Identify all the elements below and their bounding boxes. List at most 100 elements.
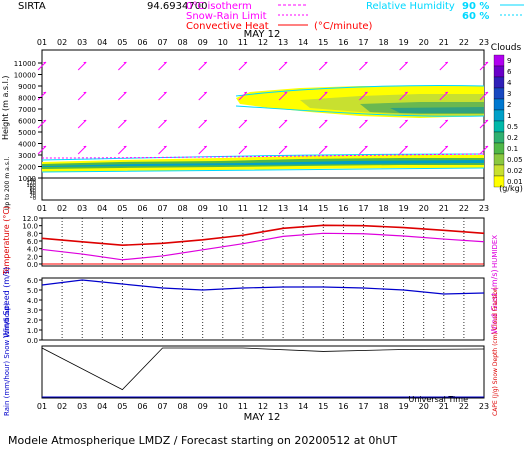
- hour-tick-label: 11: [238, 38, 248, 47]
- precip-line: [41, 347, 485, 391]
- hour-tick-label: 21: [439, 204, 449, 213]
- legend-snowrain-label: Snow-Rain Limit: [186, 11, 267, 22]
- cloud-ylabel2: Up to 200 m a.s.l.: [4, 157, 11, 210]
- legend-isotherm-label: 0°C isotherm: [186, 1, 252, 12]
- wind-arrow-head: [364, 146, 368, 148]
- colorbar-label: 0.01: [507, 178, 523, 186]
- hour-tick-label: 02: [57, 402, 67, 411]
- colorbar-label: 6: [507, 68, 512, 76]
- colorbar-cell: [493, 153, 505, 166]
- cloud-ytick-low-label: 100: [26, 183, 36, 189]
- colorbar-label: 0.2: [507, 134, 518, 142]
- hour-tick-label: 05: [117, 204, 127, 213]
- legend-rh90: 90 %: [462, 1, 489, 12]
- cloud-ytick-low-label: 120: [26, 181, 36, 187]
- wind-arrow-head: [364, 92, 368, 94]
- wind-arrow-head: [243, 120, 247, 122]
- wind-arrow-head: [243, 62, 247, 64]
- hour-tick-label: 20: [419, 38, 429, 47]
- colorbar-cell: [493, 65, 505, 78]
- cloud-colorbar: Clouds 9 6 4 3 2 1 0.5 0.2 0.1 0.05 0.02 0.01 (g/kg…: [491, 43, 523, 193]
- series-line: [41, 232, 485, 261]
- hour-tick-label: 12: [258, 204, 268, 213]
- cloud-ytick-label: 6000: [18, 118, 36, 126]
- wind-arrow-head: [123, 92, 127, 94]
- wind-ylabel: Wind Speed (m/s): [2, 267, 11, 338]
- wind-lines: [41, 279, 485, 295]
- ytick-label: 12.0: [22, 215, 38, 223]
- hour-tick-label: 17: [358, 204, 368, 213]
- hour-tick-label: 15: [318, 402, 328, 411]
- wind-arrow-head: [243, 146, 247, 148]
- hour-tick-label: 05: [117, 38, 127, 47]
- colorbar-cell: [493, 76, 505, 89]
- coords-text: 94.6934700: [147, 1, 207, 12]
- hour-tick-label: 16: [338, 38, 348, 47]
- ytick-label: 8.0: [27, 230, 38, 238]
- hour-tick-label: 04: [97, 38, 107, 47]
- wind-arrow-head: [123, 62, 127, 64]
- cloud-ytick-low-label: 80: [30, 186, 36, 192]
- wind-arrow-head: [404, 120, 408, 122]
- hour-tick-label: 18: [378, 38, 388, 47]
- hour-tick-label: 19: [399, 38, 409, 47]
- hour-tick-label: 09: [198, 38, 208, 47]
- wind-arrow-head: [163, 146, 167, 148]
- temp-lines: [41, 224, 485, 261]
- wind-arrow-head: [444, 92, 448, 94]
- wind-arrow-head: [404, 62, 408, 64]
- legend-rh-label: Relative Humidity: [366, 1, 455, 12]
- hour-tick-label: 18: [378, 402, 388, 411]
- colorbar-unit: (g/kg): [499, 184, 523, 193]
- wind-arrow-head: [485, 146, 488, 148]
- wind-arrow-head: [284, 146, 288, 148]
- temp-panel: 0.02.04.06.08.010.012.0 Temperature (°C)…: [2, 206, 499, 276]
- hour-tick-label: 20: [419, 204, 429, 213]
- hour-tick-label: 13: [278, 204, 288, 213]
- wind-arrow-head: [163, 92, 167, 94]
- hour-tick-label: 08: [178, 402, 188, 411]
- hour-tick-label: 23: [479, 38, 489, 47]
- colorbar-cell: [493, 175, 505, 188]
- rh-contour-upper: [235, 84, 485, 117]
- colorbar-label: 0.05: [507, 156, 523, 164]
- hour-tick-label: 17: [358, 402, 368, 411]
- wind-arrow-head: [83, 62, 87, 64]
- precip-ylabel2: CAPE (J/g) Snow Depth (cm) Cloud Fractio…: [492, 287, 499, 416]
- temp-ylabel2: HUMIDEX: [491, 235, 499, 268]
- hour-tick-label: 01: [37, 204, 47, 213]
- precip-ylabel: Rain (mm/hour) Snow (cm/hour): [3, 303, 11, 416]
- wind-panel: 0.0 1.0 2.0 3.0 4.0 5.0 6.0 Wind Speed (m/s) W…: [2, 267, 499, 345]
- hour-tick-label: 03: [77, 38, 87, 47]
- cloud-ytick-label: 11000: [14, 60, 36, 68]
- cloud-ytick-label: 4000: [18, 141, 36, 149]
- hour-tick-label: 01: [37, 38, 47, 47]
- hour-tick-label: 08: [178, 204, 188, 213]
- colorbar-cells: 9 6 4 3 2 1 0.5 0.2 0.1 0.05 0.02 0.01: [493, 54, 523, 188]
- station-name: SIRTA: [18, 1, 46, 12]
- hour-tick-label: 14: [298, 402, 308, 411]
- wind-arrow-head: [284, 62, 288, 64]
- wind-arrow-head: [485, 62, 488, 64]
- wind-arrow-head: [324, 62, 328, 64]
- temp-ylabel: Temperature (°C): [2, 206, 11, 276]
- wind-arrow-head: [485, 120, 488, 122]
- colorbar-cell: [493, 54, 505, 67]
- hour-tick-label: 08: [178, 38, 188, 47]
- hour-tick-label: 17: [358, 38, 368, 47]
- hour-tick-label: 22: [459, 38, 469, 47]
- hour-tick-label: 23: [479, 204, 489, 213]
- hour-tick-label: 04: [97, 204, 107, 213]
- cloud-panel: 1000200030004000500060007000800090001000…: [1, 49, 489, 210]
- cloud-ytick-label: 2000: [18, 164, 36, 172]
- wind-arrow-head: [83, 146, 87, 148]
- isotherm-line: [41, 153, 485, 159]
- hour-tick-label: 11: [238, 402, 248, 411]
- wind-arrow-head: [364, 120, 368, 122]
- colorbar-title: Clouds: [491, 43, 522, 53]
- cloud-ytick-label: 8000: [18, 95, 36, 103]
- ut-label: Universal Time: [408, 395, 468, 404]
- hour-tick-label: 15: [318, 38, 328, 47]
- hour-tick-label: 06: [137, 402, 147, 411]
